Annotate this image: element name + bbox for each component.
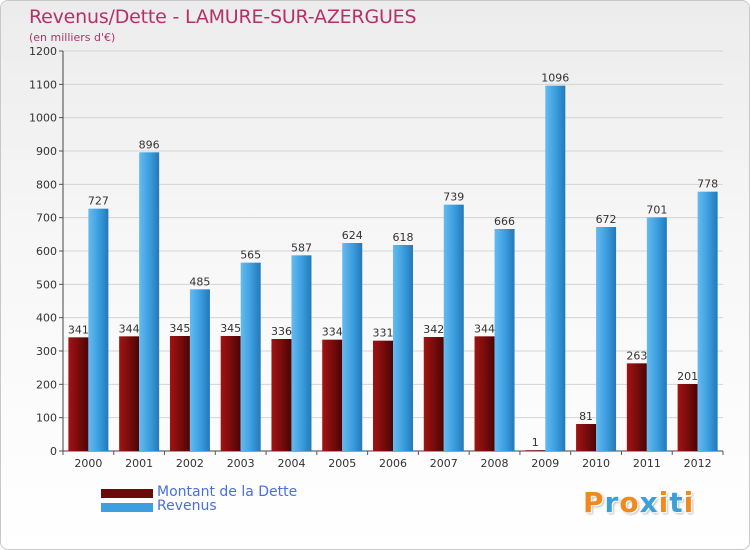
- bar-revenus: [393, 245, 413, 451]
- logo-letter: r: [604, 486, 620, 519]
- y-tick-label: 900: [36, 145, 57, 158]
- x-tick-label: 2005: [328, 457, 356, 470]
- chart-title: Revenus/Dette - LAMURE-SUR-AZERGUES: [29, 6, 417, 28]
- data-label-dette: 263: [626, 349, 647, 362]
- data-label-revenus: 739: [443, 191, 464, 204]
- data-label-revenus: 727: [88, 195, 109, 208]
- x-tick-label: 2000: [74, 457, 102, 470]
- x-tick-label: 2007: [430, 457, 458, 470]
- bar-revenus: [88, 208, 109, 451]
- bar-dette: [68, 337, 89, 451]
- bar-revenus: [646, 217, 667, 451]
- bar-revenus: [189, 289, 210, 451]
- legend-label-dette: Montant de la Dette: [157, 484, 298, 500]
- y-tick-label: 1100: [29, 78, 57, 91]
- data-label-revenus: 624: [342, 229, 363, 242]
- bar-revenus: [342, 243, 363, 451]
- bar-dette: [474, 336, 495, 451]
- bar-revenus: [139, 152, 160, 452]
- data-label-dette: 331: [373, 327, 394, 340]
- data-label-revenus: 618: [393, 231, 414, 244]
- bar-dette: [322, 339, 343, 451]
- y-tick-label: 200: [36, 378, 57, 391]
- bar-dette: [220, 336, 241, 451]
- bar-revenus: [596, 227, 617, 451]
- data-label-dette: 336: [271, 325, 292, 338]
- bar-dette: [423, 337, 444, 451]
- data-label-revenus: 565: [240, 249, 261, 262]
- y-tick-label: 800: [36, 178, 57, 191]
- bar-dette: [169, 336, 190, 451]
- data-label-revenus: 701: [646, 203, 667, 216]
- data-label-revenus: 672: [596, 213, 617, 226]
- data-label-revenus: 778: [697, 178, 718, 191]
- logo-letter: x: [639, 486, 659, 519]
- data-label-dette: 341: [68, 323, 89, 336]
- bar-dette: [576, 424, 597, 451]
- data-label-dette: 342: [423, 323, 444, 336]
- data-label-dette: 1: [532, 436, 539, 449]
- bar-revenus: [697, 191, 718, 451]
- logo-letter: P: [583, 486, 605, 519]
- x-tick-label: 2012: [684, 457, 712, 470]
- data-label-dette: 81: [579, 410, 593, 423]
- x-tick-label: 2008: [481, 457, 509, 470]
- y-tick-label: 1000: [29, 112, 57, 125]
- x-tick-label: 2004: [277, 457, 305, 470]
- data-label-dette: 344: [119, 322, 140, 335]
- data-label-revenus: 666: [494, 215, 515, 228]
- x-tick-label: 2010: [582, 457, 610, 470]
- bar-revenus: [240, 262, 261, 451]
- x-tick-label: 2006: [379, 457, 407, 470]
- data-label-revenus: 485: [189, 275, 210, 288]
- legend-label-revenus: Revenus: [157, 498, 217, 514]
- bar-revenus: [545, 85, 566, 452]
- y-tick-label: 1200: [29, 45, 57, 58]
- bar-revenus: [443, 204, 464, 451]
- bar-revenus: [291, 255, 312, 451]
- data-label-dette: 334: [322, 326, 343, 339]
- bar-dette: [271, 339, 292, 451]
- logo-letter: t: [669, 486, 684, 519]
- y-tick-label: 300: [36, 345, 57, 358]
- logo-letter: i: [683, 486, 695, 519]
- bar-dette: [626, 363, 647, 451]
- legend-swatch-dette: [101, 489, 153, 498]
- y-tick-label: 700: [36, 212, 57, 225]
- y-tick-label: 600: [36, 245, 57, 258]
- logo-letter: o: [619, 486, 640, 519]
- data-label-revenus: 587: [291, 241, 312, 254]
- y-tick-label: 400: [36, 312, 57, 325]
- data-label-dette: 345: [220, 322, 241, 335]
- data-label-revenus: 1096: [541, 72, 569, 85]
- data-label-dette: 345: [169, 322, 190, 335]
- bar-dette: [677, 384, 698, 451]
- logo-letter: i: [658, 486, 670, 519]
- proxiti-logo: Proxiti: [583, 486, 694, 519]
- data-label-dette: 201: [677, 370, 698, 383]
- data-label-revenus: 896: [139, 138, 160, 151]
- bar-dette: [525, 450, 546, 451]
- legend-swatch-revenus: [101, 503, 153, 512]
- bar-dette: [119, 336, 140, 451]
- bar-revenus: [494, 229, 515, 451]
- chart-subtitle: (en milliers d'€): [29, 31, 116, 44]
- x-tick-label: 2011: [633, 457, 661, 470]
- y-tick-label: 0: [50, 445, 57, 458]
- data-label-dette: 344: [474, 322, 495, 335]
- bar-dette: [373, 340, 393, 451]
- x-tick-label: 2001: [125, 457, 153, 470]
- x-tick-label: 2009: [531, 457, 559, 470]
- y-tick-label: 500: [36, 278, 57, 291]
- x-tick-label: 2003: [227, 457, 255, 470]
- y-tick-label: 100: [36, 412, 57, 425]
- x-tick-label: 2002: [176, 457, 204, 470]
